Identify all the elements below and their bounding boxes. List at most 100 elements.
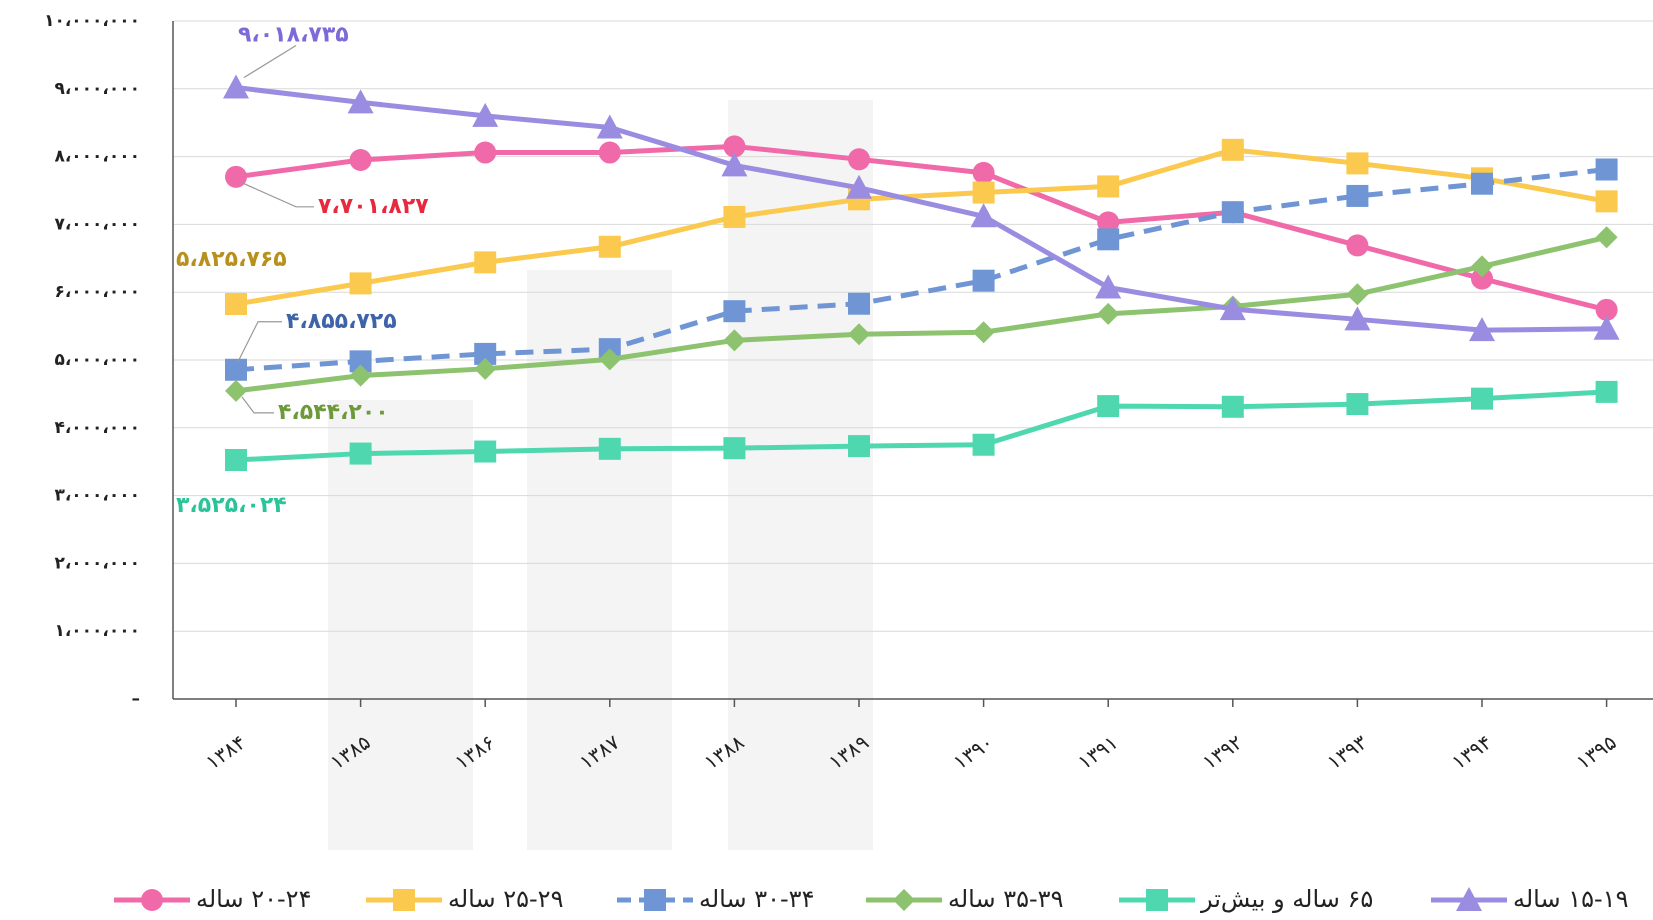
marker: [1097, 211, 1120, 234]
marker: [474, 251, 497, 274]
marker: [472, 102, 499, 127]
x-tick-label: ۱۳۹۵: [1572, 730, 1621, 774]
marker: [225, 379, 247, 402]
marker: [1219, 296, 1246, 321]
marker: [474, 342, 497, 365]
y-tick-label: ۲،۰۰۰،۰۰۰: [54, 553, 140, 573]
y-tick-label: ۶،۰۰۰،۰۰۰: [54, 282, 140, 302]
y-tick-label: ۸،۰۰۰،۰۰۰: [54, 147, 140, 167]
legend-item: ۶۵ ساله و بیش‌تر: [1119, 885, 1373, 913]
marker: [225, 449, 247, 472]
legend-item: ۳۵-۳۹ ساله: [866, 885, 1063, 913]
x-tick-label: ۱۳۹۲: [1198, 730, 1247, 774]
marker: [1097, 228, 1120, 251]
series-line: [235, 143, 1608, 313]
series-line: [235, 234, 1608, 394]
marker: [349, 442, 372, 465]
marker: [393, 889, 415, 911]
marker: [596, 114, 623, 139]
legend-item: ۲۵-۲۹ ساله: [366, 885, 563, 913]
x-tick-label: ۱۳۹۳: [1322, 730, 1371, 774]
marker: [723, 329, 746, 352]
series: [225, 138, 1618, 316]
legend-label: ۳۰-۳۴ ساله: [699, 885, 814, 913]
series-line: [235, 389, 1607, 463]
y-tick-label: ۷،۰۰۰،۰۰۰: [54, 214, 140, 234]
marker: [893, 889, 915, 911]
series-line: [235, 166, 1607, 373]
marker: [1221, 395, 1244, 418]
y-tick-label: ۳،۰۰۰،۰۰۰: [54, 486, 140, 506]
legend-label: ۶۵ ساله و بیش‌تر: [1200, 885, 1373, 913]
marker: [1346, 393, 1369, 416]
marker: [349, 148, 372, 171]
legend-label: ۱۵-۱۹ ساله: [1513, 885, 1628, 913]
series: [225, 380, 1618, 472]
x-tick-label: ۱۳۹۰: [949, 730, 998, 774]
series: [225, 226, 1618, 402]
y-tick-label: ۱،۰۰۰،۰۰۰: [54, 621, 140, 641]
y-tick-label: –: [132, 689, 141, 709]
marker: [474, 141, 497, 164]
marker: [1346, 234, 1369, 257]
legend-label: ۲۰-۲۴ ساله: [196, 885, 311, 913]
marker: [1595, 158, 1618, 181]
marker: [1097, 395, 1120, 418]
marker: [1221, 201, 1244, 224]
marker: [972, 181, 995, 204]
marker: [1346, 184, 1369, 207]
legend-item: ۱۵-۱۹ ساله: [1431, 885, 1628, 913]
legend-label: ۳۵-۳۹ ساله: [948, 885, 1063, 913]
value-label: ۳،۵۲۵،۰۲۴: [176, 493, 287, 518]
marker: [347, 89, 374, 114]
value-label: ۴،۸۵۵،۷۲۵: [286, 309, 397, 334]
marker: [223, 74, 249, 99]
marker: [644, 889, 666, 911]
marker: [1095, 274, 1122, 299]
x-tick-label: ۱۳۹۴: [1447, 730, 1496, 774]
marker: [1346, 152, 1369, 175]
marker: [1097, 175, 1120, 198]
marker: [972, 269, 995, 292]
marker: [1595, 298, 1618, 321]
marker: [848, 323, 870, 346]
marker: [141, 889, 163, 911]
marker: [225, 293, 247, 316]
marker: [1471, 267, 1493, 290]
marker: [474, 357, 497, 380]
y-tick-label: ۵،۰۰۰،۰۰۰: [54, 350, 140, 370]
marker: [1344, 306, 1371, 331]
marker: [349, 272, 372, 295]
marker: [1221, 138, 1244, 161]
marker: [474, 440, 497, 463]
marker: [723, 205, 746, 228]
marker: [1456, 887, 1482, 911]
y-tick-label: ۱۰،۰۰۰،۰۰۰: [44, 11, 140, 31]
series: [223, 74, 1620, 342]
marker: [1595, 226, 1618, 249]
y-tick-label: ۹،۰۰۰،۰۰۰: [54, 79, 140, 99]
marker: [598, 437, 621, 460]
value-label: ۹،۰۱۸،۷۳۵: [238, 23, 349, 48]
legend-item: ۲۰-۲۴ ساله: [114, 885, 311, 913]
marker: [1097, 302, 1120, 325]
marker: [1471, 172, 1493, 195]
leader-line: [241, 396, 274, 414]
series-line: [235, 85, 1607, 333]
marker: [1469, 317, 1495, 342]
marker: [1346, 283, 1369, 306]
marker: [972, 321, 995, 344]
marker: [1471, 255, 1493, 278]
marker: [723, 135, 746, 158]
legend-label: ۲۵-۲۹ ساله: [448, 885, 563, 913]
marker: [970, 203, 997, 228]
value-label: ۷،۷۰۱،۸۲۷: [318, 194, 429, 219]
marker: [846, 174, 872, 199]
marker: [1146, 889, 1168, 911]
leader-line: [241, 182, 314, 208]
series-line: [235, 147, 1608, 307]
x-tick-label: ۱۳۹۱: [1073, 730, 1122, 774]
y-tick-label: ۴،۰۰۰،۰۰۰: [54, 418, 140, 438]
marker: [1595, 190, 1618, 213]
